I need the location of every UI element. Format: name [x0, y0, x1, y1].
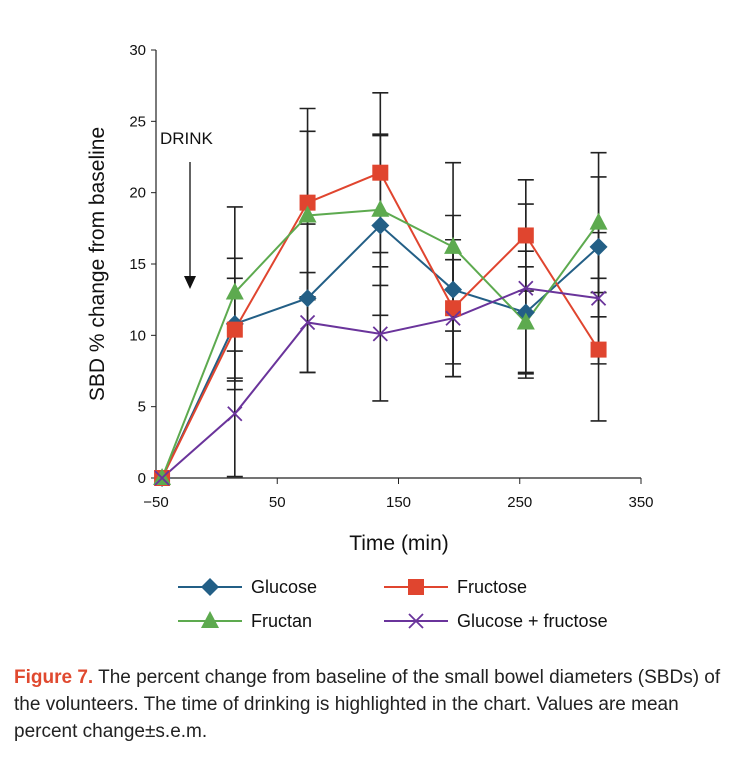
y-tick-label: 0 [138, 470, 146, 487]
data-point [227, 406, 243, 422]
series-markers [153, 164, 608, 487]
data-point [590, 341, 607, 358]
legend-label: Fructan [251, 611, 312, 631]
y-tick-label: 30 [129, 42, 146, 59]
x-tick-label: −50 [143, 494, 168, 511]
x-tick-label: 250 [507, 494, 532, 511]
legend-marker [201, 611, 219, 628]
data-point [590, 290, 607, 306]
drink-annotation: DRINK [160, 129, 214, 148]
figure-label: Figure 7. [14, 667, 94, 688]
error-bars [226, 92, 607, 478]
x-axis-label: Time (min) [349, 532, 449, 555]
axes: −50 50 150 250 350 0 5 10 15 20 25 30 [129, 42, 653, 511]
y-tick-label: 5 [138, 399, 146, 416]
y-tick-label: 10 [129, 327, 146, 344]
y-tick-label: 15 [129, 256, 146, 273]
legend-marker [408, 613, 424, 629]
legend-item: Glucose [178, 577, 317, 597]
figure-caption: Figure 7. The percent change from baseli… [14, 664, 734, 745]
legend: Glucose Fructose Fructan Glucose + fructose [178, 577, 608, 631]
legend-item: Fructose [384, 577, 527, 597]
y-tick-label: 20 [129, 185, 146, 202]
data-point [298, 289, 317, 308]
legend-label: Glucose + fructose [457, 611, 608, 631]
data-point [153, 468, 172, 485]
data-point [371, 199, 390, 217]
drink-arrow-icon [184, 162, 196, 289]
data-point [589, 237, 608, 256]
data-point [444, 280, 463, 299]
data-point [589, 212, 608, 230]
legend-marker [201, 578, 219, 596]
data-point [154, 470, 170, 486]
data-point [371, 216, 390, 235]
legend-marker [408, 579, 424, 595]
y-tick-label: 25 [129, 113, 146, 130]
data-point [445, 300, 462, 317]
chart: −50 50 150 250 350 0 5 10 15 20 25 30 Time (min) SB… [86, 42, 654, 631]
x-tick-label: 50 [269, 494, 286, 511]
data-point [372, 326, 388, 342]
data-point [299, 314, 316, 331]
data-point [517, 227, 534, 244]
x-tick-label: 150 [386, 494, 411, 511]
data-point [444, 236, 463, 254]
data-point [518, 280, 534, 296]
data-point [516, 312, 535, 330]
data-point [445, 310, 461, 326]
data-point [298, 205, 317, 223]
x-tick-label: 350 [628, 494, 653, 511]
legend-item: Glucose + fructose [384, 611, 608, 631]
data-point [226, 321, 243, 338]
caption-text: The percent change from baseline of the … [14, 667, 721, 742]
data-point [372, 164, 389, 181]
data-point [225, 282, 244, 300]
legend-label: Glucose [251, 577, 317, 597]
y-axis-label: SBD % change from baseline [86, 127, 109, 401]
legend-item: Fructan [178, 611, 312, 631]
data-point [299, 194, 316, 211]
legend-label: Fructose [457, 577, 527, 597]
